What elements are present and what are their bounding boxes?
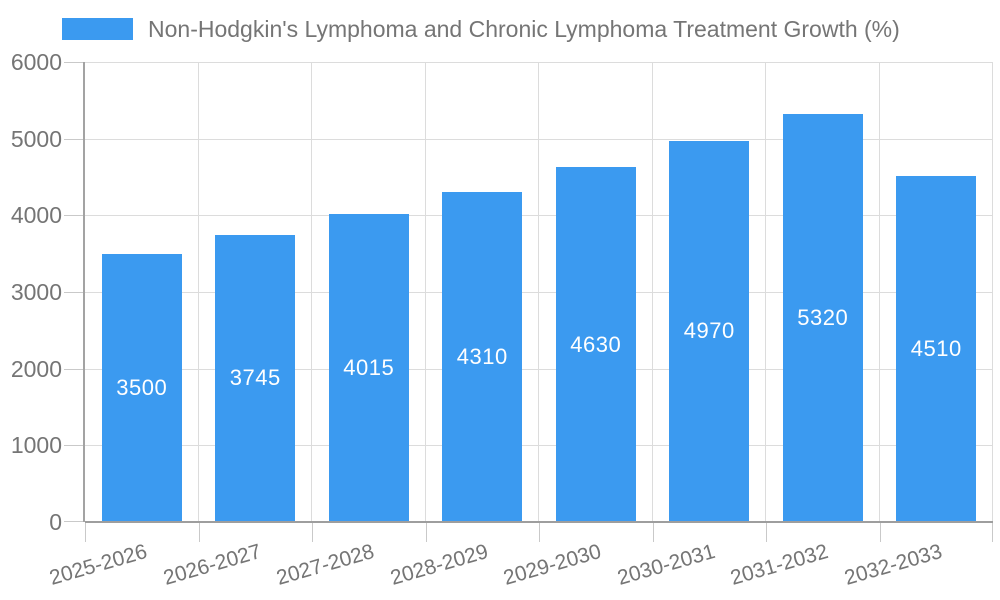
v-gridline <box>538 62 539 522</box>
h-gridline <box>85 369 993 370</box>
y-axis-label: 2000 <box>10 355 62 382</box>
x-axis-tick <box>992 522 993 542</box>
y-axis-tick <box>64 292 84 293</box>
x-axis-label: 2026-2027 <box>160 540 264 590</box>
v-gridline <box>425 62 426 522</box>
x-axis-tick <box>880 522 881 542</box>
bar-2032-2033[interactable]: 4510 <box>896 176 977 522</box>
x-axis-tick <box>539 522 540 542</box>
y-axis-label: 5000 <box>10 125 62 152</box>
y-axis-label: 3000 <box>10 279 62 305</box>
bar-value-label: 4510 <box>910 336 962 362</box>
y-axis-tick <box>64 445 84 446</box>
y-axis-tick <box>64 62 84 63</box>
h-gridline <box>85 445 993 446</box>
plot-area: 3500 3745 4015 4310 4630 4970 5320 4510 <box>64 62 993 542</box>
bar-2031-2032[interactable]: 5320 <box>782 114 863 522</box>
v-gridline <box>879 62 880 522</box>
y-axis-label: 6000 <box>10 49 62 75</box>
y-axis-tick <box>64 215 84 216</box>
bar-value-label: 4970 <box>683 318 735 344</box>
v-gridline <box>198 62 199 522</box>
legend-item[interactable]: Non-Hodgkin's Lymphoma and Chronic Lymph… <box>62 16 900 42</box>
x-axis-tick <box>312 522 313 542</box>
bar-2028-2029[interactable]: 4310 <box>442 191 523 522</box>
bar-2025-2026[interactable]: 3500 <box>101 253 182 522</box>
bar-2027-2028[interactable]: 4015 <box>328 214 409 522</box>
bar-2029-2030[interactable]: 4630 <box>555 167 636 522</box>
bar-2030-2031[interactable]: 4970 <box>669 140 750 522</box>
x-axis-tick <box>199 522 200 542</box>
x-axis-label: 2025-2026 <box>47 540 151 590</box>
y-axis-label: 4000 <box>10 202 62 229</box>
x-axis-label: 2032-2033 <box>841 540 945 590</box>
h-gridline <box>85 215 993 216</box>
x-axis-tick <box>85 522 86 542</box>
bar-value-label: 4310 <box>456 343 508 369</box>
y-axis-line <box>83 62 85 522</box>
y-axis-label: 0 <box>49 509 62 535</box>
v-gridline <box>311 62 312 522</box>
bar-value-label: 3745 <box>229 365 281 391</box>
y-axis-tick <box>64 521 84 522</box>
h-gridline <box>85 62 993 63</box>
x-axis-baseline <box>85 521 993 523</box>
x-axis-tick <box>426 522 427 542</box>
x-axis-label: 2027-2028 <box>274 540 378 590</box>
bar-value-label: 4630 <box>570 331 622 357</box>
x-axis-tick <box>653 522 654 542</box>
y-axis-tick <box>64 369 84 370</box>
bar-2026-2027[interactable]: 3745 <box>215 234 296 522</box>
x-axis-label: 2030-2031 <box>614 540 718 590</box>
x-axis-tick <box>766 522 767 542</box>
bar-value-label: 4015 <box>343 355 395 381</box>
h-gridline <box>85 292 993 293</box>
y-axis-tick <box>64 139 84 140</box>
legend-swatch <box>62 18 133 40</box>
v-gridline <box>652 62 653 522</box>
legend-label: Non-Hodgkin's Lymphoma and Chronic Lymph… <box>148 16 900 42</box>
x-axis-label: 2031-2032 <box>728 540 832 590</box>
h-gridline <box>85 139 993 140</box>
y-axis-label: 1000 <box>10 432 62 459</box>
x-axis-label: 2029-2030 <box>501 540 605 590</box>
v-gridline <box>992 62 993 522</box>
bar-value-label: 3500 <box>116 374 168 400</box>
x-axis-label: 2028-2029 <box>387 540 491 590</box>
v-gridline <box>765 62 766 522</box>
bar-value-label: 5320 <box>797 305 849 331</box>
